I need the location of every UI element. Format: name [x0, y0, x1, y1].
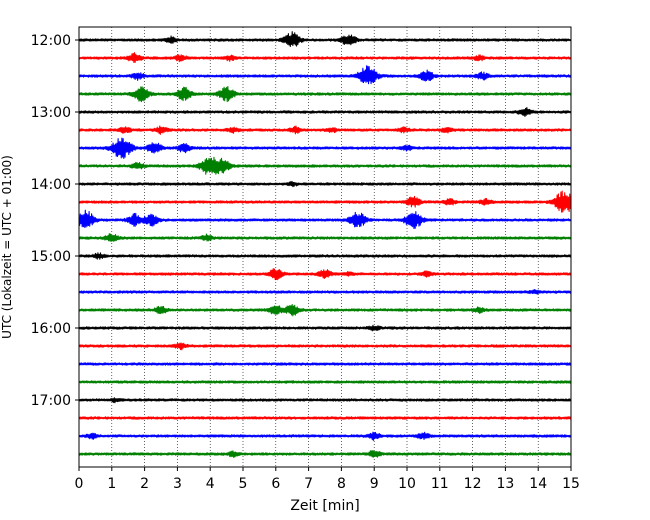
trace-line: [78, 190, 572, 213]
trace-line: [78, 380, 572, 384]
x-tick-label: 15: [562, 476, 580, 492]
x-tick-label: 11: [431, 476, 449, 492]
y-tick-label: 14:00: [31, 177, 71, 193]
trace-line: [78, 268, 572, 281]
seismic-traces: [78, 31, 572, 458]
trace-line: [78, 65, 572, 85]
x-tick-label: 1: [107, 476, 116, 492]
x-tick-label: 8: [337, 476, 346, 492]
trace-line: [78, 233, 572, 243]
y-tick-label: 13:00: [31, 105, 71, 121]
trace-line: [78, 397, 572, 404]
trace-line: [78, 362, 572, 366]
x-tick-label: 14: [529, 476, 547, 492]
y-tick-label: 12:00: [31, 33, 71, 49]
trace-line: [78, 125, 572, 135]
trace-line: [78, 416, 572, 420]
trace-line: [78, 180, 572, 188]
trace-line: [78, 252, 572, 260]
x-tick-label: 6: [271, 476, 280, 492]
x-tick-label: 12: [464, 476, 482, 492]
trace-line: [78, 137, 572, 160]
trace-line: [78, 209, 572, 230]
trace-line: [78, 107, 572, 117]
trace-line: [78, 431, 572, 441]
x-tick-label: 5: [239, 476, 248, 492]
x-tick-label: 2: [140, 476, 149, 492]
trace-line: [78, 85, 572, 103]
x-axis-ticks: 0 1 2 3 4 5 6 7 8 9 10 11 12 13 14 15: [75, 467, 580, 492]
x-tick-label: 4: [206, 476, 215, 492]
trace-line: [78, 52, 572, 64]
y-axis-label: UTC (Lokalzeit = UTC + 01:00): [0, 155, 14, 339]
trace-line: [78, 156, 572, 175]
y-tick-label: 15:00: [31, 249, 71, 265]
x-tick-label: 13: [496, 476, 514, 492]
trace-line: [78, 31, 572, 48]
y-axis-ticks: 12:00 13:00 14:00 15:00 16:00 17:00: [31, 33, 79, 409]
x-tick-label: 10: [398, 476, 416, 492]
trace-line: [78, 304, 572, 317]
y-tick-label: 17:00: [31, 393, 71, 409]
trace-line: [78, 449, 572, 458]
x-tick-label: 9: [370, 476, 379, 492]
plot-frame: [78, 26, 572, 468]
trace-line: [78, 342, 572, 351]
vertical-grid: [111, 27, 539, 467]
x-axis-label: Zeit [min]: [290, 498, 359, 514]
x-tick-label: 0: [75, 476, 84, 492]
trace-line: [78, 324, 572, 332]
x-tick-label: 3: [173, 476, 182, 492]
x-tick-label: 7: [304, 476, 313, 492]
trace-line: [78, 289, 572, 295]
y-tick-label: 16:00: [31, 321, 71, 337]
